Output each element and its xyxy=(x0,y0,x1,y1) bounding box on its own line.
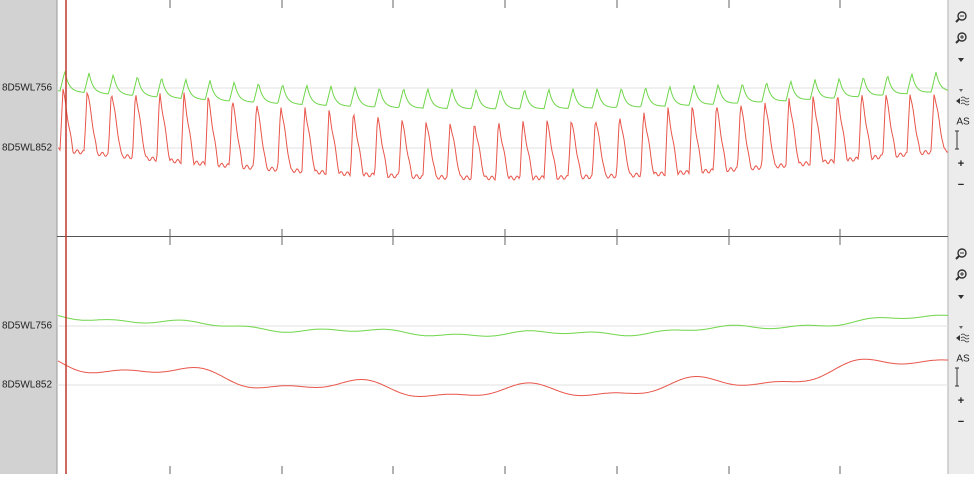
plus-button[interactable]: + xyxy=(958,158,964,170)
zoom-out-button[interactable] xyxy=(957,248,967,258)
minus-button[interactable]: − xyxy=(958,416,964,428)
channel-label: 8D5WL756 xyxy=(2,321,52,332)
magnifier-handle xyxy=(955,276,960,281)
dropdown-small[interactable] xyxy=(959,89,963,92)
shift-button[interactable] xyxy=(956,98,960,104)
dropdown-small[interactable] xyxy=(959,326,963,329)
dropdown-button[interactable] xyxy=(958,295,964,299)
shift-button[interactable] xyxy=(956,335,960,341)
zoom-in-button[interactable] xyxy=(957,32,967,42)
scale-bracket xyxy=(955,130,959,150)
trace-756 xyxy=(57,70,949,110)
channel-label: 8D5WL852 xyxy=(2,143,52,154)
channel-label: 8D5WL852 xyxy=(2,380,52,391)
trace-852 xyxy=(57,88,949,182)
magnifier-handle xyxy=(955,255,960,260)
scale-bracket xyxy=(955,367,959,387)
autoscale-button[interactable]: AS xyxy=(956,117,970,128)
zoom-in-button[interactable] xyxy=(957,269,967,279)
channel-label: 8D5WL756 xyxy=(2,83,52,94)
zoom-out-button[interactable] xyxy=(957,11,967,21)
toolbar xyxy=(948,0,974,474)
autoscale-button[interactable]: AS xyxy=(956,354,970,365)
dropdown-button[interactable] xyxy=(958,58,964,62)
trace-852 xyxy=(57,358,949,397)
label-gutter xyxy=(0,0,57,474)
trace-756 xyxy=(57,314,949,337)
minus-button[interactable]: − xyxy=(958,179,964,191)
magnifier-handle xyxy=(955,39,960,44)
wave-icon xyxy=(960,96,970,106)
magnifier-handle xyxy=(955,18,960,23)
plus-button[interactable]: + xyxy=(958,395,964,407)
wave-icon xyxy=(960,333,970,343)
